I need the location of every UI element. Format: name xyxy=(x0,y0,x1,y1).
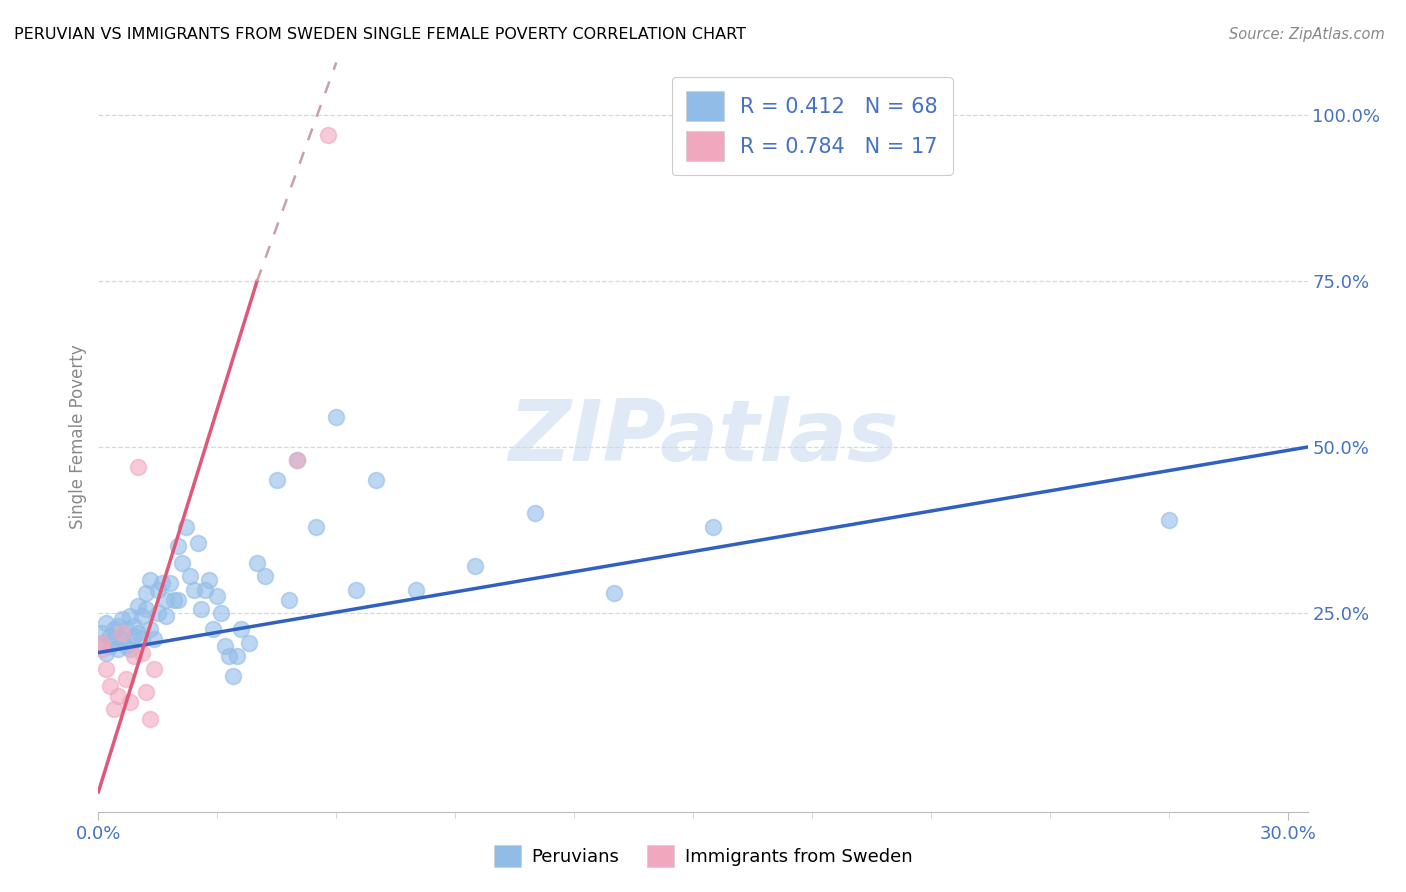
Point xyxy=(166,540,188,554)
Point xyxy=(277,592,299,607)
Point xyxy=(142,632,165,647)
Point xyxy=(96,615,118,630)
Point xyxy=(139,712,162,726)
Point xyxy=(135,685,157,699)
Point xyxy=(103,702,125,716)
Point xyxy=(231,623,253,637)
Point xyxy=(325,410,347,425)
Point xyxy=(523,506,546,520)
Point xyxy=(139,623,162,637)
Point xyxy=(226,648,249,663)
Point xyxy=(318,128,340,143)
Point xyxy=(91,635,114,649)
Point xyxy=(253,569,276,583)
Point xyxy=(111,625,134,640)
Point xyxy=(464,559,486,574)
Point xyxy=(266,473,288,487)
Point xyxy=(163,592,186,607)
Point xyxy=(170,556,193,570)
Point xyxy=(135,602,157,616)
Point xyxy=(120,609,142,624)
Point xyxy=(98,639,121,653)
Point xyxy=(96,662,118,676)
Point xyxy=(207,589,229,603)
Point xyxy=(305,519,328,533)
Point xyxy=(190,602,212,616)
Point xyxy=(91,625,114,640)
Point xyxy=(127,599,149,614)
Point xyxy=(159,576,181,591)
Point xyxy=(111,632,134,647)
Point xyxy=(120,642,142,657)
Point xyxy=(91,635,114,649)
Point xyxy=(122,619,145,633)
Point xyxy=(120,695,142,709)
Text: Source: ZipAtlas.com: Source: ZipAtlas.com xyxy=(1229,27,1385,42)
Point xyxy=(131,646,153,660)
Point xyxy=(96,646,118,660)
Point xyxy=(146,582,169,597)
Point xyxy=(111,612,134,626)
Point xyxy=(344,582,367,597)
Point xyxy=(155,592,177,607)
Point xyxy=(139,573,162,587)
Point xyxy=(103,632,125,647)
Legend: Peruvians, Immigrants from Sweden: Peruvians, Immigrants from Sweden xyxy=(486,838,920,874)
Point xyxy=(122,629,145,643)
Point xyxy=(115,672,138,686)
Point xyxy=(166,592,188,607)
Point xyxy=(131,609,153,624)
Point xyxy=(103,623,125,637)
Point xyxy=(174,519,197,533)
Point xyxy=(405,582,427,597)
Point xyxy=(218,648,240,663)
Point xyxy=(135,586,157,600)
Point xyxy=(285,453,308,467)
Point xyxy=(115,639,138,653)
Legend: R = 0.412   N = 68, R = 0.784   N = 17: R = 0.412 N = 68, R = 0.784 N = 17 xyxy=(672,77,952,175)
Point xyxy=(1157,513,1180,527)
Point xyxy=(127,459,149,474)
Point xyxy=(122,648,145,663)
Point xyxy=(214,639,236,653)
Point xyxy=(150,576,173,591)
Point xyxy=(222,669,245,683)
Point xyxy=(179,569,201,583)
Point xyxy=(155,609,177,624)
Point xyxy=(183,582,205,597)
Point xyxy=(285,453,308,467)
Point xyxy=(702,519,724,533)
Point xyxy=(238,635,260,649)
Point xyxy=(603,586,626,600)
Point xyxy=(146,606,169,620)
Point xyxy=(91,642,114,657)
Y-axis label: Single Female Poverty: Single Female Poverty xyxy=(69,345,87,529)
Point xyxy=(198,573,221,587)
Point xyxy=(107,689,129,703)
Point xyxy=(246,556,269,570)
Point xyxy=(364,473,387,487)
Text: PERUVIAN VS IMMIGRANTS FROM SWEDEN SINGLE FEMALE POVERTY CORRELATION CHART: PERUVIAN VS IMMIGRANTS FROM SWEDEN SINGL… xyxy=(14,27,747,42)
Point xyxy=(98,629,121,643)
Point xyxy=(142,662,165,676)
Point xyxy=(209,606,232,620)
Point xyxy=(131,632,153,647)
Point xyxy=(202,623,225,637)
Point xyxy=(107,619,129,633)
Point xyxy=(194,582,217,597)
Point xyxy=(115,623,138,637)
Text: ZIPatlas: ZIPatlas xyxy=(508,395,898,479)
Point xyxy=(107,642,129,657)
Point xyxy=(98,679,121,693)
Point xyxy=(186,536,208,550)
Point xyxy=(127,625,149,640)
